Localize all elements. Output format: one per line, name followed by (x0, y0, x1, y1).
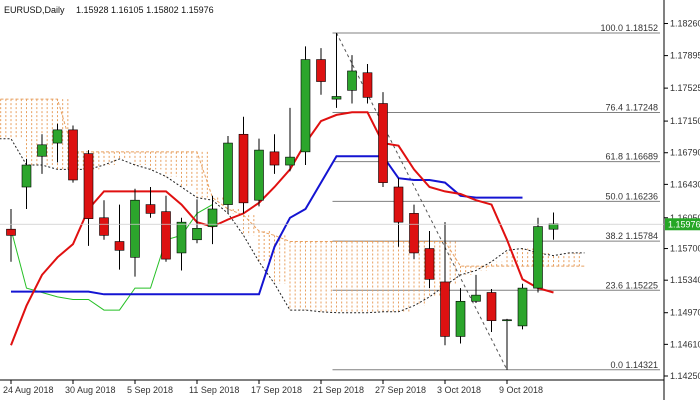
fib-level-label: 0.0 1.14321 (610, 360, 658, 370)
y-tick-label: 1.15700 (670, 244, 700, 254)
y-tick-label: 1.17895 (670, 51, 700, 61)
candle-body (6, 228, 16, 236)
x-tick-label: 9 Oct 2018 (499, 385, 543, 395)
candle-body (114, 241, 125, 251)
x-tick-label: 24 Aug 2018 (3, 385, 54, 395)
x-tick-label: 30 Aug 2018 (65, 385, 116, 395)
candle-body (300, 59, 311, 153)
candle-body (362, 72, 373, 98)
x-tick-label: 21 Sep 2018 (313, 385, 364, 395)
x-tick-label: 5 Sep 2018 (127, 385, 173, 395)
last-price-marker (665, 218, 700, 231)
y-tick-label: 1.16430 (670, 179, 700, 189)
candle-body (378, 103, 388, 183)
y-tick-label: 1.16050 (670, 213, 700, 223)
candle-body (533, 226, 543, 289)
fib-level-label: 76.4 1.17248 (605, 102, 658, 112)
y-tick-label: 1.14610 (670, 339, 700, 349)
candle-body (316, 59, 326, 82)
candle-body (269, 151, 280, 166)
y-tick-label: 1.14250 (670, 371, 700, 381)
y-tick-label: 1.18260 (670, 19, 700, 29)
fib-level-label: 23.6 1.15225 (605, 280, 658, 290)
fib-level-label: 50.0 1.16236 (605, 191, 658, 201)
kijun-line (11, 155, 523, 296)
candle-body (548, 223, 559, 230)
x-tick-label: 27 Sep 2018 (375, 385, 426, 395)
candle-body (192, 228, 202, 241)
candle-body (130, 199, 140, 258)
y-tick-label: 1.16790 (670, 148, 700, 158)
x-tick-label: 3 Oct 2018 (437, 385, 481, 395)
fib-level-label: 61.8 1.16689 (605, 152, 658, 162)
fib-level-label: 38.2 1.15784 (605, 231, 658, 241)
last-price-label: 1.15976 (668, 219, 700, 229)
candle-body (254, 149, 264, 201)
candle-body (176, 221, 187, 254)
candle-body (502, 319, 512, 322)
x-tick-label: 17 Sep 2018 (251, 385, 302, 395)
candle-body (440, 281, 450, 337)
candle-body (207, 208, 218, 227)
candle-body (517, 287, 528, 327)
candle-body (99, 217, 109, 236)
y-tick-label: 1.14970 (670, 308, 700, 318)
fib-level-label: 100.0 1.18152 (600, 23, 658, 33)
y-tick-label: 1.15340 (670, 275, 700, 285)
candle-body (471, 294, 481, 302)
candle-body (21, 164, 32, 188)
candle-body (68, 129, 78, 181)
candle-body (285, 156, 295, 166)
candle-body (52, 129, 63, 144)
candle-body (145, 204, 156, 214)
y-tick-label: 1.17150 (670, 116, 700, 126)
candle-body (83, 153, 94, 219)
candle-body (347, 70, 357, 91)
cloud-span-b (0, 138, 585, 314)
chart-symbol: EURUSD,Daily (4, 5, 65, 15)
candle-body (393, 186, 404, 223)
x-tick-label: 11 Sep 2018 (189, 385, 239, 395)
candle-body (409, 213, 419, 254)
chart-ohlc: 1.15928 1.16105 1.15802 1.15976 (76, 5, 214, 15)
candle-body (223, 142, 233, 205)
y-tick-label: 1.17525 (670, 83, 700, 93)
candle-body (37, 144, 47, 157)
candle-body (331, 96, 342, 100)
candle-body (161, 211, 171, 260)
candle-body (424, 248, 435, 280)
tenkan-line (10, 111, 554, 346)
candle-body (238, 133, 249, 204)
candle-body (486, 292, 497, 321)
cloud-span-a (0, 98, 585, 267)
candle-body (455, 300, 466, 337)
